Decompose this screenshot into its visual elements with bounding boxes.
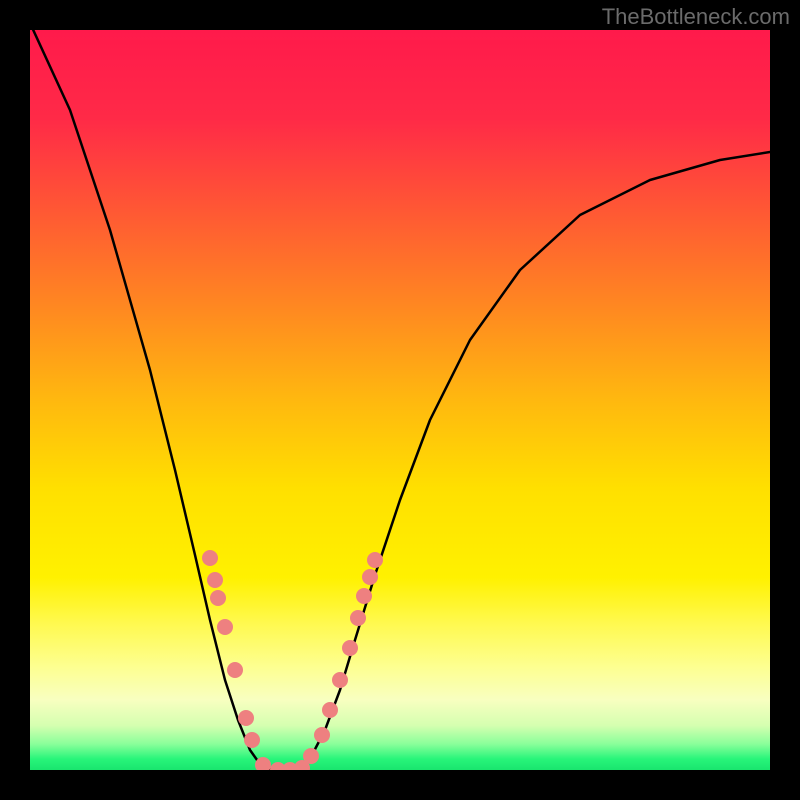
marker-left bbox=[238, 710, 254, 726]
marker-right bbox=[303, 748, 319, 764]
bottleneck-chart bbox=[0, 0, 800, 800]
watermark-text: TheBottleneck.com bbox=[602, 4, 790, 30]
chart-frame: TheBottleneck.com bbox=[0, 0, 800, 800]
marker-right bbox=[332, 672, 348, 688]
marker-left bbox=[244, 732, 260, 748]
marker-right bbox=[356, 588, 372, 604]
marker-left bbox=[217, 619, 233, 635]
marker-left bbox=[210, 590, 226, 606]
marker-right bbox=[314, 727, 330, 743]
marker-left bbox=[202, 550, 218, 566]
gradient-bg bbox=[30, 30, 770, 770]
marker-left bbox=[207, 572, 223, 588]
marker-right bbox=[322, 702, 338, 718]
marker-right bbox=[342, 640, 358, 656]
marker-right bbox=[367, 552, 383, 568]
marker-right bbox=[350, 610, 366, 626]
marker-left bbox=[227, 662, 243, 678]
marker-right bbox=[362, 569, 378, 585]
